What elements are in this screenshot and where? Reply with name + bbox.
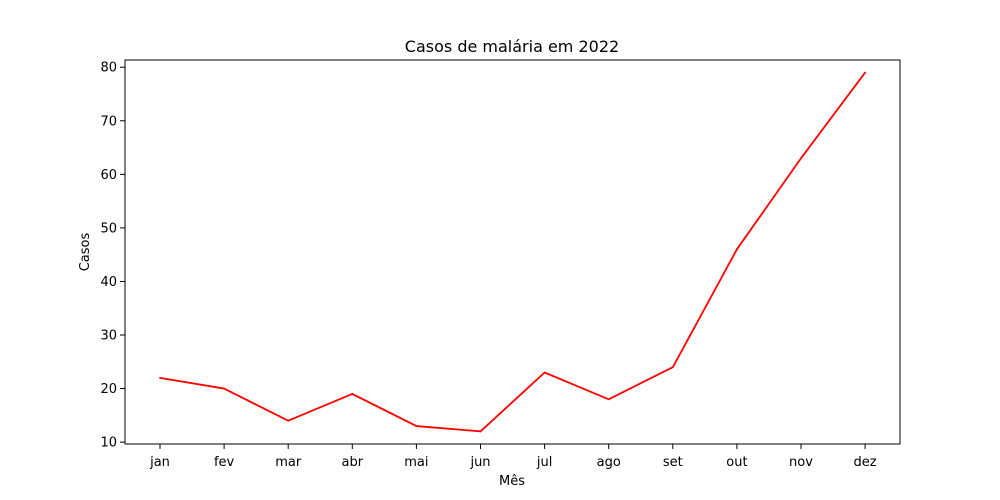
- data-point-set: [671, 366, 674, 369]
- x-tick-label-fev: fev: [214, 455, 235, 470]
- data-point-jun: [479, 430, 482, 433]
- y-axis-label: Casos: [78, 233, 93, 272]
- x-tick-label-ago: ago: [597, 455, 621, 470]
- data-point-ago: [607, 398, 610, 401]
- y-axis: 10 20 30 40 50 60 70 80: [100, 61, 125, 451]
- x-tick-label-out: out: [726, 455, 747, 470]
- x-tick-label-mar: mar: [275, 455, 302, 470]
- y-tick-label: 20: [100, 382, 117, 397]
- plot-area: [124, 59, 901, 445]
- data-point-dez: [864, 71, 866, 74]
- data-point-jul: [543, 371, 546, 374]
- x-tick-label-set: set: [663, 455, 683, 470]
- x-axis-label: Mês: [499, 474, 525, 489]
- y-tick-label: 60: [100, 168, 117, 183]
- y-tick-label: 80: [100, 61, 117, 76]
- data-point-mar: [287, 419, 290, 422]
- y-tick-label: 70: [100, 114, 117, 129]
- data-point-fev: [223, 387, 226, 390]
- data-point-out: [736, 248, 738, 251]
- y-tick-label: 40: [100, 275, 117, 290]
- x-tick-label-jan: jan: [149, 455, 170, 470]
- data-point-abr: [351, 393, 354, 395]
- x-tick-label-jul: jul: [536, 455, 552, 470]
- series-layer: [159, 71, 866, 433]
- x-tick-label-abr: abr: [342, 455, 364, 470]
- data-point-mai: [415, 425, 418, 427]
- x-tick-label-nov: nov: [789, 455, 813, 470]
- data-point-nov: [800, 157, 802, 160]
- data-point-jan: [159, 376, 161, 379]
- y-tick-label: 50: [100, 221, 117, 236]
- x-axis: jan fev mar abr mai jun jul ago set out nov dez: [149, 444, 877, 470]
- x-tick-label-jun: jun: [469, 455, 490, 470]
- x-tick-label-mai: mai: [404, 455, 428, 470]
- y-tick-label: 10: [100, 436, 117, 451]
- series-line-0: [159, 72, 866, 433]
- chart-title: Casos de malária em 2022: [405, 37, 619, 56]
- y-tick-label: 30: [100, 329, 117, 344]
- x-tick-label-dez: dez: [854, 455, 877, 470]
